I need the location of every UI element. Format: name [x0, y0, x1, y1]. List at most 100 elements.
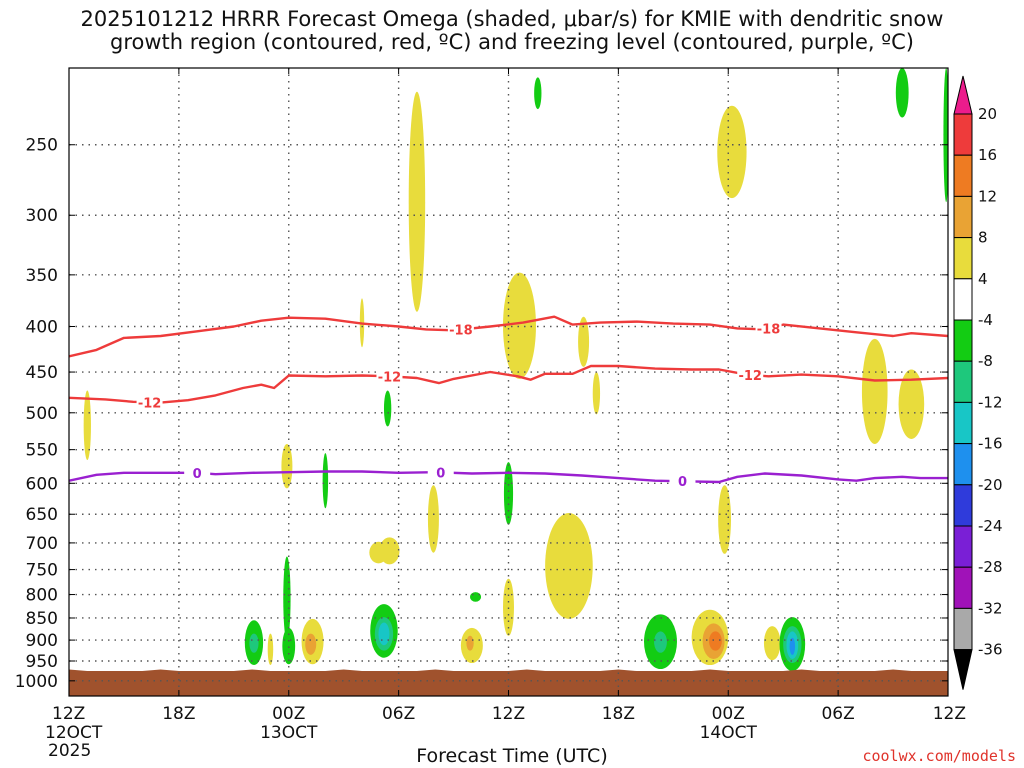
omega-region: [861, 338, 888, 444]
colorbar-bin: [953, 401, 973, 445]
colorbar-label: -28: [978, 558, 1003, 576]
colorbar-label: 20: [978, 105, 997, 123]
contour-label-bg: [427, 464, 454, 481]
colorbar-label: -32: [978, 599, 1003, 617]
omega-region: [534, 77, 542, 110]
colorbar-bin: [953, 237, 973, 280]
colorbar-bin: [953, 319, 973, 362]
contours: -18 -18 -12 -12 -12 0 0 0: [69, 315, 948, 490]
colorbar-label: -20: [978, 476, 1003, 494]
omega-shading: [83, 68, 948, 672]
contour-label: 0: [678, 475, 687, 490]
x-year-label: 2025: [48, 741, 91, 761]
omega-region: [378, 622, 390, 646]
omega-region: [503, 272, 536, 379]
omega-region: [282, 627, 296, 665]
contour-line: [69, 315, 948, 358]
y-tick-label: 850: [26, 609, 58, 629]
contour-label: -18: [449, 324, 473, 339]
colorbar-label: -36: [978, 641, 1003, 659]
omega-region: [592, 372, 601, 415]
omega-region: [898, 369, 925, 439]
y-tick-label: 600: [26, 474, 58, 494]
y-tick-label: 550: [26, 441, 58, 461]
omega-region: [281, 443, 293, 489]
omega-region: [427, 485, 439, 553]
omega-region: [283, 556, 291, 641]
contour-label-bg: [447, 321, 474, 338]
y-tick-label: 450: [26, 363, 58, 383]
omega-region: [789, 637, 796, 655]
y-tick-label: 750: [26, 561, 58, 581]
x-date-label: 12OCT: [45, 723, 103, 743]
x-tick-label: 18Z: [602, 704, 635, 724]
x-tick-label: 18Z: [162, 704, 195, 724]
colorbar-bin: [953, 154, 973, 197]
contour-label: 0: [193, 467, 202, 482]
y-tick-label: 400: [26, 317, 58, 337]
y-tick-label: 900: [26, 631, 58, 651]
omega-region: [943, 68, 948, 203]
colorbar-bin: [953, 360, 973, 403]
omega-region: [267, 633, 274, 666]
omega-region: [503, 462, 514, 525]
omega-region: [545, 513, 593, 619]
title-line-2: growth region (contoured, red, ºC) and f…: [110, 30, 914, 54]
x-tick-label: 12Z: [933, 704, 966, 724]
contour-line: [69, 364, 948, 404]
x-tick-label: 06Z: [382, 704, 415, 724]
contour-label: -18: [757, 322, 781, 337]
x-tick-label: 00Z: [272, 704, 305, 724]
chart-title: 2025101212 HRRR Forecast Omega (shaded, …: [0, 8, 1024, 54]
contour-label-bg: [669, 473, 696, 490]
colorbar-label: -24: [978, 517, 1003, 535]
colorbar-bin: [953, 443, 973, 486]
omega-region: [578, 316, 590, 367]
x-date-label: 14OCT: [700, 723, 758, 743]
contour-label: -12: [138, 396, 162, 411]
site-credit: coolwx.com/models: [862, 747, 1016, 765]
contour-label-bg: [737, 366, 764, 383]
omega-region: [470, 592, 482, 602]
x-date-label: 13OCT: [260, 723, 318, 743]
omega-region: [895, 68, 909, 118]
contour-label: -12: [738, 369, 762, 384]
y-tick-label: 700: [26, 534, 58, 554]
omega-region: [709, 631, 722, 651]
omega-region: [83, 390, 91, 461]
colorbar: 20 16 12 8 4 -4 -8 -12 -16 -20 -24 -28 -32 -36: [953, 75, 1003, 690]
omega-region: [717, 105, 747, 199]
colorbar-bin: [953, 525, 973, 568]
y-tick-label: 800: [26, 586, 58, 606]
y-tick-label: 1000: [15, 672, 58, 692]
contour-label-bg: [184, 464, 211, 481]
contour-label-bg: [755, 320, 782, 337]
x-axis-label: Forecast Time (UTC): [416, 745, 608, 767]
colorbar-label: 8: [978, 229, 988, 247]
contour-label-bg: [376, 368, 403, 385]
colorbar-bin: [953, 484, 973, 527]
colorbar-label: -16: [978, 435, 1003, 453]
y-tick-label: 350: [26, 266, 58, 286]
omega-region: [249, 633, 259, 653]
colorbar-label: -8: [978, 352, 993, 370]
contour-label: -12: [378, 370, 402, 385]
grid: [69, 68, 948, 696]
colorbar-top-arrow: [953, 75, 973, 115]
contour-label: 0: [436, 466, 445, 481]
y-tick-label: 250: [26, 136, 58, 156]
x-tick-label: 12Z: [492, 704, 525, 724]
contour-label-bg: [136, 394, 163, 411]
terrain: [69, 669, 948, 696]
terrain-fill: [69, 669, 948, 696]
omega-region: [654, 631, 667, 653]
colorbar-bin: [953, 113, 973, 156]
omega-region: [408, 91, 426, 312]
omega-region: [305, 633, 317, 655]
colorbar-bottom-arrow: [953, 649, 973, 690]
y-tick-label: 650: [26, 505, 58, 525]
x-tick-label: 00Z: [712, 704, 745, 724]
omega-region: [383, 390, 392, 427]
